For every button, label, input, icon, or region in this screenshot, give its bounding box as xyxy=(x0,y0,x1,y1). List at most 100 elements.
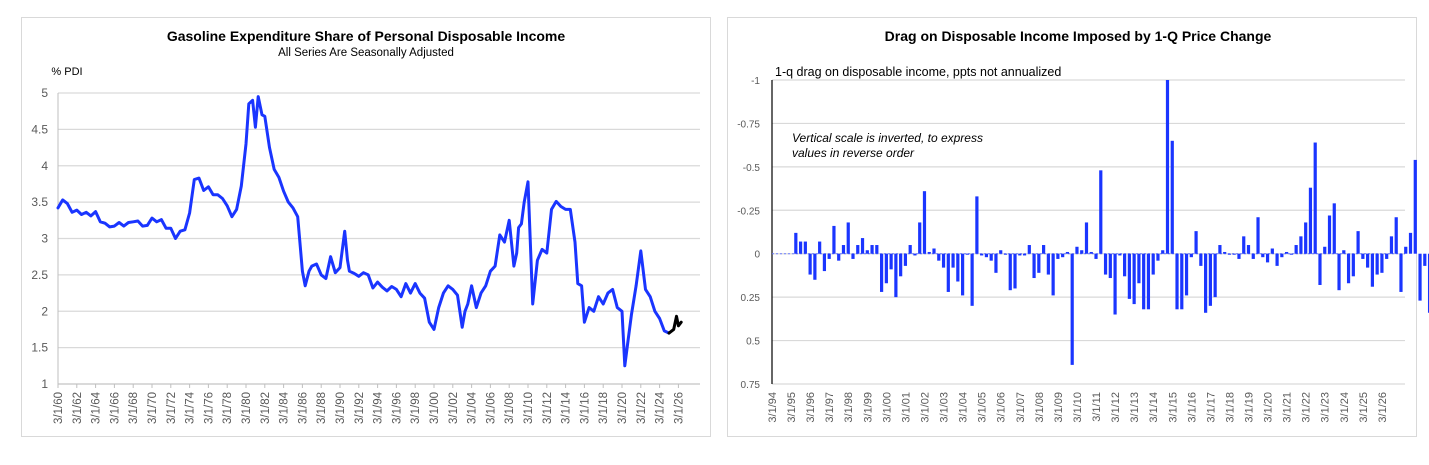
drag-bar xyxy=(1413,159,1417,254)
right-x-tick-label: 3/1/95 xyxy=(786,392,798,423)
left-x-tick-label: 3/1/02 xyxy=(448,392,460,424)
drag-bar xyxy=(1237,253,1241,259)
right-chart-bars xyxy=(794,80,1429,365)
right-x-tick-label: 3/1/24 xyxy=(1339,392,1351,423)
right-x-tick-label: 3/1/97 xyxy=(824,392,836,423)
left-x-tick-label: 3/1/24 xyxy=(655,391,667,424)
drag-bar xyxy=(1204,253,1208,313)
drag-bar xyxy=(922,191,927,254)
right-y-tick-label: -0.75 xyxy=(737,119,760,130)
drag-bar xyxy=(1180,253,1184,310)
left-y-tick-label: 2 xyxy=(41,304,48,318)
drag-bar xyxy=(975,196,979,254)
right-x-tick-label: 3/1/05 xyxy=(977,392,989,423)
gasoline-share-line xyxy=(56,95,671,368)
drag-bar xyxy=(1042,245,1046,254)
left-chart-y-axis-label: % PDI xyxy=(51,66,82,78)
drag-bar xyxy=(1061,253,1065,258)
drag-bar xyxy=(1213,253,1217,298)
left-x-tick-label: 3/1/04 xyxy=(467,391,479,424)
right-x-tick-label: 3/1/96 xyxy=(805,392,817,423)
left-x-tick-label: 3/1/86 xyxy=(297,392,309,424)
drag-bar xyxy=(1356,231,1360,254)
left-x-tick-label: 3/1/76 xyxy=(203,392,215,424)
left-chart-y-ticks: 1 1.5 2 2.5 3 3.5 4 4.5 5 xyxy=(31,86,48,391)
right-x-tick-label: 3/1/15 xyxy=(1167,392,1179,423)
drag-bar xyxy=(1342,250,1346,254)
drag-bar xyxy=(1227,253,1232,255)
right-chart-y-axis-label: 1-q drag on disposable income, ppts not … xyxy=(775,65,1061,79)
drag-bar xyxy=(1208,253,1212,306)
drag-bar xyxy=(846,222,850,254)
drag-bar xyxy=(1084,222,1089,254)
left-x-tick-label: 3/1/80 xyxy=(241,392,253,424)
left-x-tick-label: 3/1/26 xyxy=(673,392,685,424)
right-x-tick-label: 3/1/99 xyxy=(862,392,874,423)
drag-bar xyxy=(1294,245,1298,254)
right-x-tick-label: 3/1/12 xyxy=(1110,392,1122,423)
drag-bar xyxy=(1332,203,1336,254)
drag-bar xyxy=(1218,245,1222,254)
drag-bar xyxy=(798,241,803,254)
left-y-tick-label: 2.5 xyxy=(31,268,48,282)
left-x-tick-label: 3/1/82 xyxy=(260,392,272,424)
drag-bar xyxy=(961,253,965,296)
drag-bar xyxy=(813,253,817,280)
drag-bar xyxy=(875,245,879,254)
gasoline-share-projection-line xyxy=(667,314,683,335)
drag-bar xyxy=(1127,253,1131,299)
left-x-tick-label: 3/1/74 xyxy=(185,391,197,424)
left-y-tick-label: 3 xyxy=(41,232,48,246)
drag-bar xyxy=(1089,251,1093,254)
drag-bar xyxy=(808,253,812,275)
drag-bar xyxy=(832,225,836,254)
drag-bar xyxy=(1046,253,1050,275)
drag-bar xyxy=(860,238,865,254)
right-x-tick-label: 3/1/06 xyxy=(996,392,1008,423)
left-x-tick-label: 3/1/88 xyxy=(316,392,328,424)
right-x-tick-label: 3/1/98 xyxy=(843,392,855,423)
drag-bar xyxy=(1013,253,1017,289)
drag-bar xyxy=(1418,253,1422,301)
drag-bar xyxy=(1285,251,1289,254)
drag-bar xyxy=(1003,253,1008,255)
drag-bar xyxy=(1361,253,1365,259)
drag-bar xyxy=(1246,245,1251,254)
drag-bar xyxy=(1404,246,1408,254)
left-x-tick-label: 3/1/62 xyxy=(72,392,84,424)
drag-bar xyxy=(894,253,898,298)
left-x-tick-label: 3/1/96 xyxy=(391,392,403,424)
drag-bar xyxy=(994,253,998,273)
drag-bar xyxy=(884,253,888,284)
drag-bar xyxy=(941,253,946,268)
drag-bar xyxy=(1251,253,1255,259)
drag-bar xyxy=(1094,253,1098,259)
drag-bar xyxy=(1265,253,1270,263)
left-x-tick-label: 3/1/64 xyxy=(91,391,103,424)
drag-bar xyxy=(1223,251,1227,254)
left-y-tick-label: 1.5 xyxy=(31,341,48,355)
right-x-tick-label: 3/1/03 xyxy=(939,392,951,423)
drag-bar xyxy=(1289,253,1293,255)
left-x-tick-label: 3/1/12 xyxy=(542,392,554,424)
drag-bar xyxy=(1018,253,1022,256)
gasoline-share-chart-panel xyxy=(21,17,711,437)
right-y-tick-label: -0.5 xyxy=(743,163,761,174)
drag-bar xyxy=(1351,253,1355,277)
right-chart-annotation-line-1: Vertical scale is inverted, to express xyxy=(792,131,983,145)
drag-bar xyxy=(1051,253,1055,296)
drag-bar xyxy=(999,250,1003,254)
right-y-tick-label: -1 xyxy=(751,76,760,87)
right-x-tick-label: 3/1/00 xyxy=(881,392,893,423)
left-chart-gridlines xyxy=(57,92,700,385)
left-x-tick-label: 3/1/92 xyxy=(354,392,366,424)
drag-bar xyxy=(837,253,841,261)
drag-bar xyxy=(1318,253,1322,285)
drag-bar xyxy=(1075,246,1079,254)
drag-bar xyxy=(856,245,860,254)
left-x-tick-label: 3/1/60 xyxy=(53,392,65,424)
drag-bar xyxy=(946,253,950,292)
left-x-tick-label: 3/1/18 xyxy=(598,392,610,424)
drag-bar xyxy=(913,253,917,256)
